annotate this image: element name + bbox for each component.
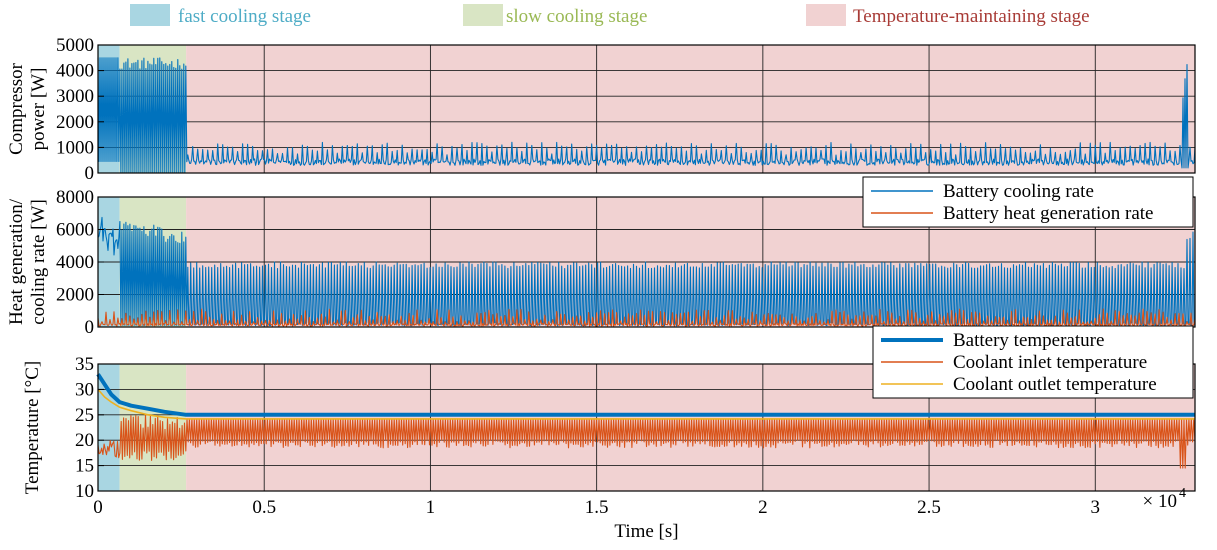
y-tick-label: 35	[75, 354, 94, 375]
y-tick-label: 1000	[56, 137, 94, 158]
y-tick-label: 6000	[56, 220, 94, 241]
series-line-temperature-2	[97, 388, 1195, 420]
y-tick-label: 8000	[56, 187, 94, 208]
panel-compressor-power: 0 1000 2000 3000 4000 5000 Compressorpower [W]	[6, 35, 1196, 184]
y-tick-label: 25	[75, 405, 94, 426]
legend-entry: Battery heat generation rate	[943, 203, 1153, 224]
x-tick-label: 0.5	[252, 497, 276, 518]
y-axis-label: Compressorpower [W]	[6, 62, 49, 155]
y-tick-label: 20	[75, 430, 94, 451]
x-tick-label: 1	[426, 497, 436, 518]
axes-frame	[97, 363, 1196, 492]
x-tick-label: 3	[1091, 497, 1101, 518]
series-line-temperature-0	[96, 373, 1195, 417]
y-tick-label: 10	[75, 481, 94, 502]
x-multiplier-label: × 10	[1143, 491, 1177, 512]
y-tick-label: 0	[85, 317, 95, 338]
axes-frame	[97, 44, 1196, 174]
stage-legend-label-slow: slow cooling stage	[506, 6, 647, 27]
stage-legend-swatch-fast	[130, 4, 170, 26]
series-line-heat-generation-cooling-rate-1	[97, 308, 1196, 327]
stage-legend-label-fast: fast cooling stage	[178, 6, 311, 27]
x-tick-label: 0	[93, 497, 103, 518]
y-tick-label: 0	[85, 163, 95, 184]
stage-legend-label-maintain: Temperature-maintaining stage	[853, 6, 1090, 27]
legend-box	[862, 176, 1194, 228]
y-tick-label: 4000	[56, 61, 94, 82]
y-tick-label: 2000	[56, 112, 94, 133]
legend-entry: Coolant outlet temperature	[953, 374, 1157, 395]
stage-legend-swatch-slow	[463, 4, 503, 26]
series-line-temperature-1	[97, 414, 1196, 469]
y-tick-label: 15	[75, 456, 94, 477]
stage-legend: fast cooling stage slow cooling stage Te…	[130, 4, 1090, 27]
y-tick-label: 3000	[56, 86, 94, 107]
stage-legend-swatch-maintain	[806, 4, 846, 26]
series-line-compressor-power-0	[97, 57, 1196, 174]
x-tick-label: 2.5	[917, 497, 941, 518]
y-tick-label: 2000	[56, 285, 94, 306]
legend-entry: Battery temperature	[953, 330, 1104, 351]
x-multiplier-exponent: 4	[1179, 486, 1186, 501]
y-tick-label: 30	[75, 379, 94, 400]
y-axis-label: Temperature [°C]	[22, 361, 43, 494]
y-tick-label: 5000	[56, 35, 94, 56]
y-axis-label: Heat generation/cooling rate [W]	[6, 198, 49, 325]
legend-entry: Coolant inlet temperature	[953, 352, 1147, 373]
x-axis-label: Time [s]	[614, 521, 678, 542]
x-tick-label: 1.5	[585, 497, 609, 518]
y-tick-label: 4000	[56, 252, 94, 273]
stage-band-0	[98, 364, 120, 491]
legend-entry: Battery cooling rate	[943, 181, 1094, 202]
panel-heat-generation-cooling-rate: 0 2000 4000 6000 8000 Heat generation/cooling…	[6, 176, 1196, 338]
x-tick-label: 2	[758, 497, 768, 518]
